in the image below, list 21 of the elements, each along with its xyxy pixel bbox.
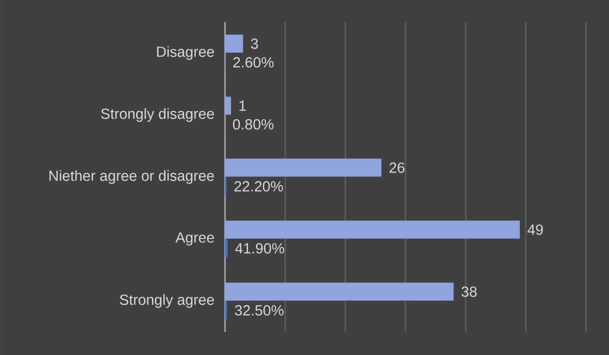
y-tick-label: Disagree: [157, 46, 214, 60]
data-label: 2.60%: [233, 57, 274, 68]
y-tick-label: Niether agree or disagree: [50, 170, 214, 184]
bar: [225, 158, 382, 177]
y-tick-label: Strongly agree: [120, 294, 214, 308]
data-label: 38: [462, 286, 477, 297]
data-label: 0.80%: [232, 119, 274, 130]
y-tick-label: Strongly disagree: [101, 108, 214, 122]
data-label: 22.20%: [234, 181, 283, 192]
bar: [225, 282, 454, 301]
y-tick-label: Agree: [175, 232, 214, 246]
data-label: 41.90%: [235, 243, 284, 254]
data-label: 49: [528, 224, 543, 235]
bar: [225, 96, 232, 115]
bar: [225, 239, 228, 258]
bar: [225, 34, 244, 53]
data-label: 32.50%: [234, 305, 284, 316]
data-label: 26: [390, 162, 404, 173]
data-label: 1: [240, 100, 246, 111]
bar: [225, 220, 520, 239]
data-label: 3: [250, 38, 258, 49]
